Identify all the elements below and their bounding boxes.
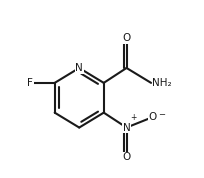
- Text: N: N: [75, 63, 83, 73]
- Text: F: F: [27, 78, 33, 88]
- Text: NH₂: NH₂: [152, 78, 172, 88]
- Text: O: O: [122, 152, 131, 162]
- Text: O: O: [122, 33, 131, 43]
- Text: N: N: [123, 122, 130, 133]
- Text: O: O: [149, 112, 157, 122]
- Text: −: −: [159, 110, 165, 119]
- Text: +: +: [130, 112, 137, 122]
